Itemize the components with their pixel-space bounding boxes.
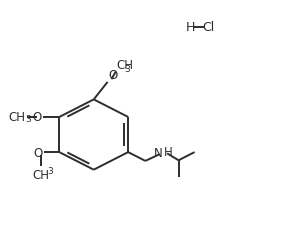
Text: CH: CH (8, 111, 25, 124)
Text: 3: 3 (124, 65, 130, 74)
Text: 3: 3 (47, 166, 53, 175)
Text: O: O (34, 146, 43, 159)
Text: O: O (32, 111, 42, 124)
Text: H: H (185, 21, 195, 34)
Text: Cl: Cl (202, 21, 215, 34)
Text: 3: 3 (26, 115, 31, 124)
Text: CH: CH (116, 59, 133, 72)
Text: H: H (164, 146, 173, 158)
Text: N: N (154, 146, 162, 160)
Text: O: O (109, 69, 118, 82)
Text: CH: CH (32, 169, 49, 182)
